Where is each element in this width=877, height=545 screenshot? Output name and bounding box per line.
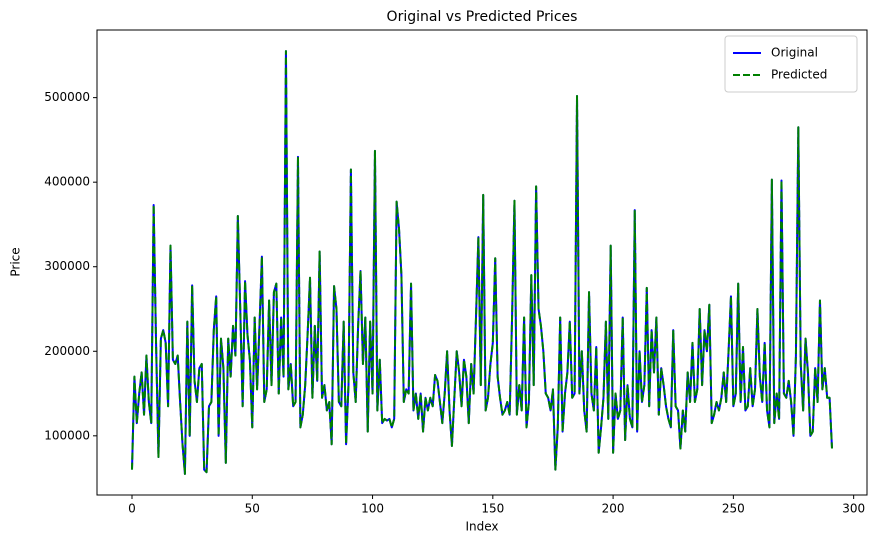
y-tick-label: 500000: [44, 90, 90, 104]
chart-title: Original vs Predicted Prices: [387, 9, 578, 25]
legend-label: Predicted: [771, 68, 827, 82]
plot-frame: [96, 29, 868, 496]
y-tick-label: 100000: [44, 428, 90, 442]
x-tick-label: 150: [481, 502, 504, 516]
x-axis-label: Index: [465, 520, 498, 534]
legend-label: Original: [771, 46, 818, 60]
legend-box: [724, 35, 858, 93]
x-tick-label: 200: [602, 502, 625, 516]
x-tick-label: 50: [245, 502, 260, 516]
y-tick-label: 300000: [44, 259, 90, 273]
y-tick-label: 400000: [44, 175, 90, 189]
x-tick-label: 0: [128, 502, 136, 516]
x-tick-label: 100: [361, 502, 384, 516]
x-tick-label: 300: [842, 502, 865, 516]
y-tick-label: 200000: [44, 344, 90, 358]
x-tick-label: 250: [722, 502, 745, 516]
line-series: [131, 50, 833, 475]
y-axis-label: Price: [9, 247, 23, 276]
